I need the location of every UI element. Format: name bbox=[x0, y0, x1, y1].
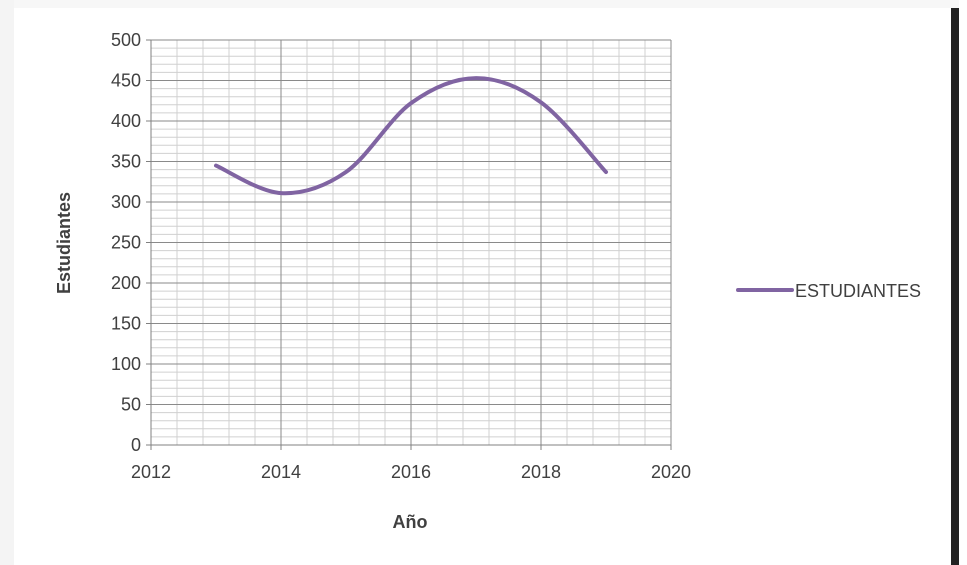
x-tick-label: 2018 bbox=[521, 462, 561, 482]
y-tick-label: 150 bbox=[111, 314, 141, 334]
top-edge bbox=[0, 0, 967, 8]
y-tick-label: 0 bbox=[131, 435, 141, 455]
x-tick-label: 2016 bbox=[391, 462, 431, 482]
y-tick-label: 450 bbox=[111, 71, 141, 91]
y-tick-label: 500 bbox=[111, 30, 141, 50]
y-axis-label: Estudiantes bbox=[54, 192, 74, 294]
x-tick-label: 2014 bbox=[261, 462, 301, 482]
x-tick-label: 2012 bbox=[131, 462, 171, 482]
right-margin bbox=[959, 0, 967, 565]
legend-label: ESTUDIANTES bbox=[795, 281, 921, 301]
legend: ESTUDIANTES bbox=[736, 281, 921, 301]
right-border-bar bbox=[951, 8, 959, 565]
y-tick-label: 200 bbox=[111, 273, 141, 293]
y-tick-label: 300 bbox=[111, 192, 141, 212]
y-tick-label: 400 bbox=[111, 111, 141, 131]
left-edge bbox=[0, 0, 14, 565]
x-tick-labels: 2012 2014 2016 2018 2020 bbox=[131, 462, 691, 482]
axes bbox=[146, 39, 672, 450]
major-gridlines bbox=[150, 39, 672, 446]
x-tick-label: 2020 bbox=[651, 462, 691, 482]
y-tick-labels: 0 50 100 150 200 250 300 350 400 450 500 bbox=[111, 30, 141, 455]
y-tick-label: 350 bbox=[111, 152, 141, 172]
y-tick-label: 100 bbox=[111, 354, 141, 374]
x-axis-label: Año bbox=[393, 512, 428, 532]
y-tick-label: 250 bbox=[111, 233, 141, 253]
series-line-estudiantes bbox=[214, 76, 608, 196]
y-tick-label: 50 bbox=[121, 395, 141, 415]
series-lines bbox=[214, 76, 608, 196]
